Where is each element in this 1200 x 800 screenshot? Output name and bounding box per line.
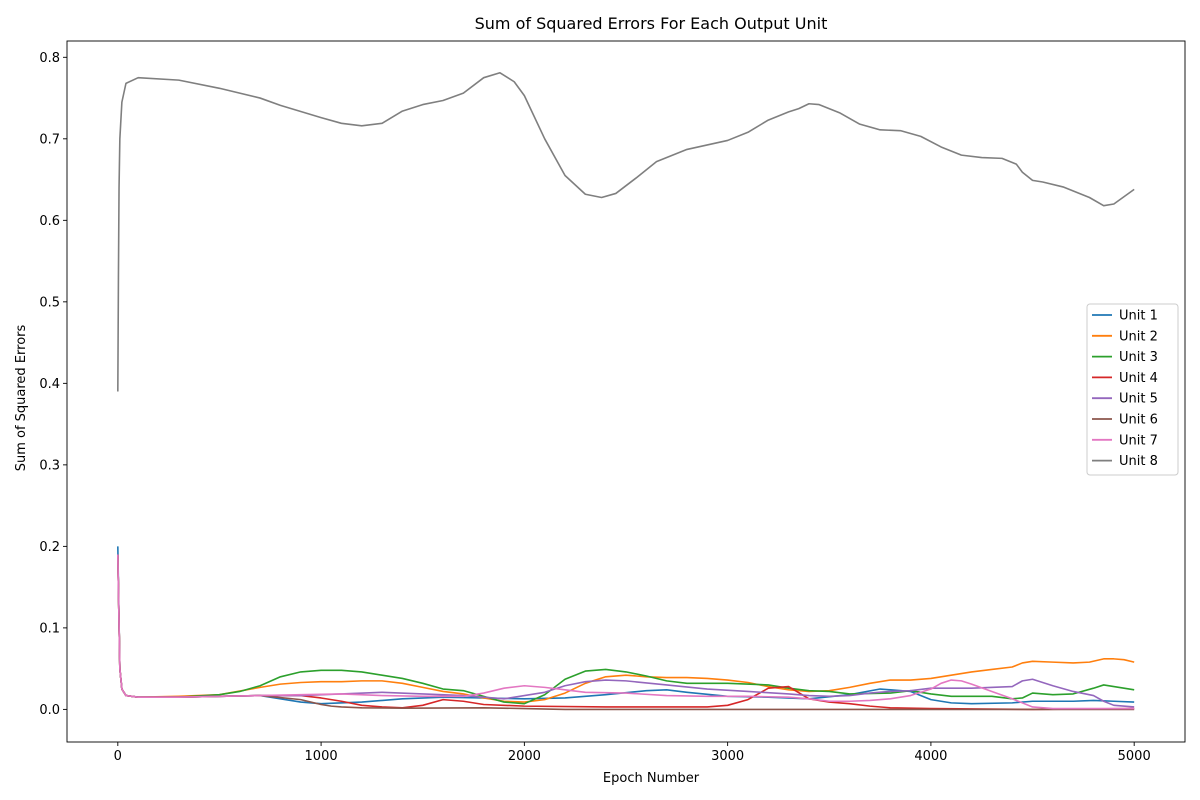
y-tick-label: 0.2 [39, 540, 60, 555]
x-tick-label: 1000 [305, 749, 338, 764]
y-tick-label: 0.0 [39, 703, 60, 718]
y-tick-label: 0.1 [39, 621, 60, 636]
series-line-unit-7 [117, 554, 1135, 710]
y-tick-label: 0.8 [39, 51, 60, 66]
legend-label-unit-7: Unit 7 [1119, 433, 1158, 448]
legend-label-unit-3: Unit 3 [1119, 350, 1158, 365]
legend-label-unit-8: Unit 8 [1119, 454, 1158, 469]
legend-label-unit-4: Unit 4 [1119, 371, 1158, 386]
y-tick-label: 0.3 [39, 458, 60, 473]
x-axis-ticks: 0 1000 2000 3000 4000 5000 [114, 742, 1151, 764]
x-axis-label: Epoch Number [603, 771, 700, 786]
series-line-unit-8 [117, 71, 1135, 392]
chart-title: Sum of Squared Errors For Each Output Un… [475, 14, 828, 33]
legend-label-unit-1: Unit 1 [1119, 309, 1158, 324]
y-tick-label: 0.4 [39, 377, 60, 392]
legend-label-unit-6: Unit 6 [1119, 413, 1158, 428]
y-axis-label: Sum of Squared Errors [14, 324, 29, 471]
plot-border [66, 40, 1186, 743]
x-tick-label: 0 [114, 749, 122, 764]
x-tick-label: 2000 [508, 749, 541, 764]
x-tick-label: 5000 [1118, 749, 1151, 764]
y-tick-label: 0.6 [39, 214, 60, 229]
y-tick-label: 0.5 [39, 295, 60, 310]
series-line-unit-5 [117, 554, 1135, 708]
y-tick-label: 0.7 [39, 132, 60, 147]
legend-label-unit-2: Unit 2 [1119, 329, 1158, 344]
series-line-unit-2 [117, 554, 1135, 703]
legend-box [1086, 303, 1179, 476]
legend: Unit 1 Unit 2 Unit 3 Unit 4 Unit 5 Unit 6 Unit… [1086, 303, 1179, 476]
series-line-unit-3 [117, 554, 1135, 705]
series-lines [117, 71, 1135, 711]
x-tick-label: 3000 [711, 749, 744, 764]
y-axis-ticks: 0.0 0.1 0.2 0.3 0.4 0.5 0.6 0.7 0.8 [39, 51, 67, 718]
axes-frame [66, 40, 1186, 743]
x-tick-label: 4000 [914, 749, 947, 764]
legend-label-unit-5: Unit 5 [1119, 392, 1158, 407]
